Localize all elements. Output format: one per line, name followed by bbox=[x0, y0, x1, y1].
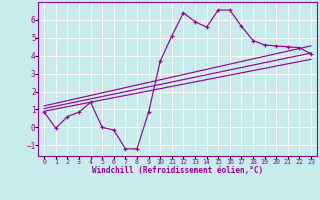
X-axis label: Windchill (Refroidissement éolien,°C): Windchill (Refroidissement éolien,°C) bbox=[92, 166, 263, 175]
